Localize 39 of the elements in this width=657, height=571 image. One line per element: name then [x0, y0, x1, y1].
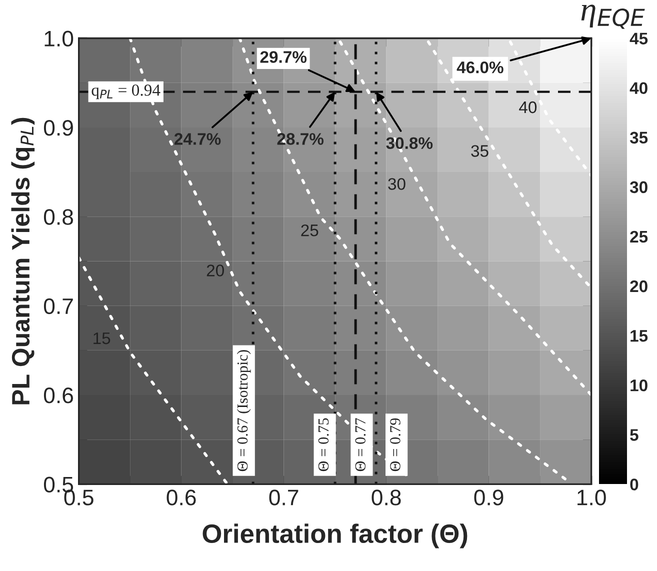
ref-line-label: Θ = 0.75 — [318, 418, 329, 472]
y-tick-label: 0.7 — [44, 298, 73, 314]
y-tick-label: 0.8 — [44, 209, 74, 225]
x-tick-label: 0.8 — [372, 490, 401, 506]
x-tick-label: 0.9 — [474, 490, 504, 506]
annotation: 40 — [519, 101, 537, 114]
x-tick-label: 1.0 — [578, 490, 606, 506]
x-tick-label: 0.7 — [269, 490, 298, 506]
annotation: 30 — [388, 178, 406, 190]
annotation: 25 — [301, 224, 318, 236]
annotation: 20 — [206, 264, 224, 276]
ref-line-label: Θ = 0.79 — [390, 418, 400, 472]
annotation: 28.7% — [277, 133, 324, 145]
y-axis-title: PL Quantum Yields (q$_{PL}$) — [11, 118, 35, 404]
color-bar-label: 40 — [630, 82, 648, 94]
y-tick-label: 0.9 — [44, 120, 73, 136]
color-bar-label: 45 — [630, 32, 648, 44]
y-tick-label: 0.6 — [44, 388, 74, 404]
y-tick-label: 1.0 — [44, 30, 74, 47]
x-axis-title: Orientation factor (Θ) — [202, 524, 468, 548]
annotation: 46.0% — [456, 61, 504, 74]
line-series — [338, 40, 592, 396]
color-bar-label: 10 — [630, 380, 648, 392]
color-bar-label: 20 — [630, 280, 648, 292]
color-bar-label: 0 — [630, 478, 638, 490]
color-bar-label: 30 — [630, 181, 648, 194]
annotation: 35 — [471, 145, 488, 157]
x-tick-label: 0.6 — [166, 490, 196, 506]
ref-line-label: q$_{PL}$ = 0.94 — [92, 84, 160, 100]
color-bar-label: 25 — [630, 230, 648, 243]
ref-line-label: Θ = 0.67 (Isotropic) — [236, 350, 251, 472]
annotation: 30.8% — [386, 137, 433, 150]
color-bar-title: η$_{EQE}$ — [581, 4, 645, 29]
color-bar-label: 5 — [630, 429, 638, 441]
color-bar-label: 15 — [630, 330, 648, 342]
ref-line-label: Θ = 0.77 — [355, 418, 366, 472]
color-bar-label: 35 — [630, 132, 648, 144]
annotation: 29.7% — [260, 51, 307, 63]
annotation: 24.7% — [174, 133, 221, 145]
